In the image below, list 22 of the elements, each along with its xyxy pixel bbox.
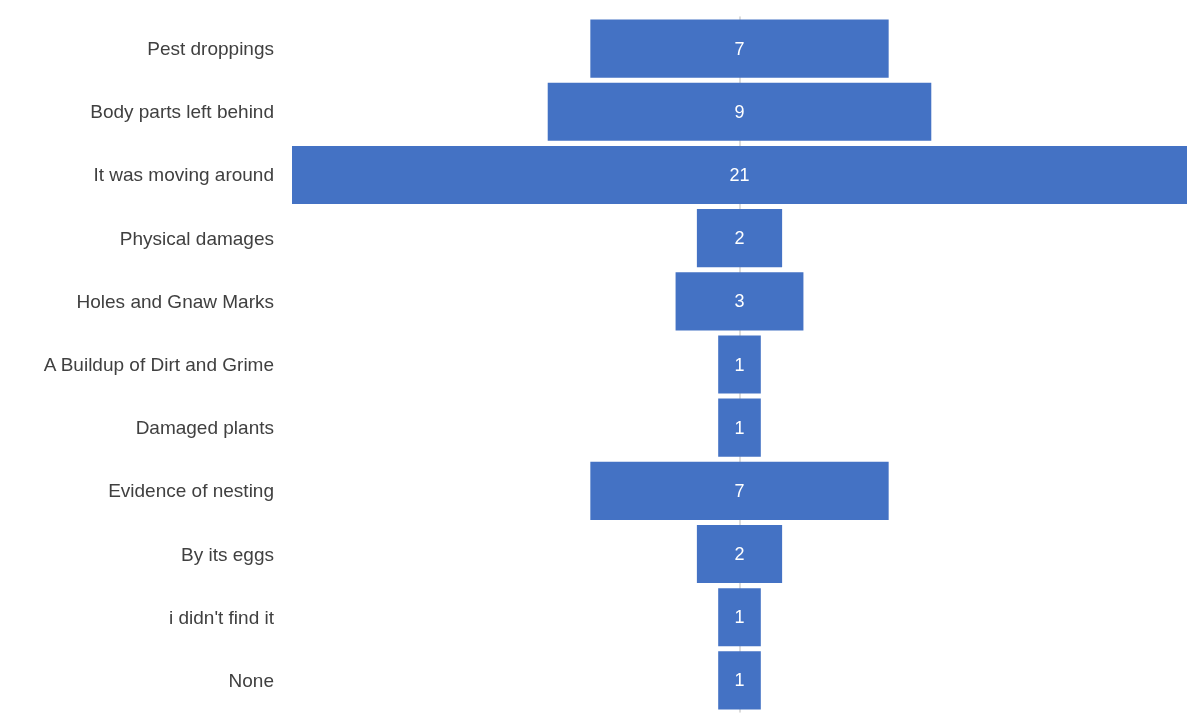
data-label: 7: [734, 38, 745, 59]
data-label: 9: [734, 101, 745, 122]
data-label: 2: [734, 228, 745, 249]
category-label: i didn't find it: [168, 606, 275, 628]
category-label: Body parts left behind: [90, 101, 274, 123]
category-label: Pest droppings: [147, 38, 274, 60]
category-label: Damaged plants: [135, 417, 274, 439]
category-label: Physical damages: [119, 227, 274, 249]
data-label: 2: [734, 544, 745, 565]
category-label: It was moving around: [93, 164, 274, 186]
category-label: None: [228, 669, 274, 691]
category-label: A Buildup of Dirt and Grime: [43, 354, 274, 375]
data-label: 3: [734, 291, 745, 312]
data-label: 21: [729, 164, 750, 185]
data-label: 1: [734, 607, 745, 628]
category-label: By its eggs: [181, 543, 274, 565]
data-label: 1: [734, 417, 745, 438]
data-label: 1: [734, 670, 745, 691]
category-label: Evidence of nesting: [108, 480, 274, 502]
data-label: 1: [734, 354, 745, 375]
data-label: 7: [734, 480, 745, 501]
category-label: Holes and Gnaw Marks: [76, 290, 274, 312]
